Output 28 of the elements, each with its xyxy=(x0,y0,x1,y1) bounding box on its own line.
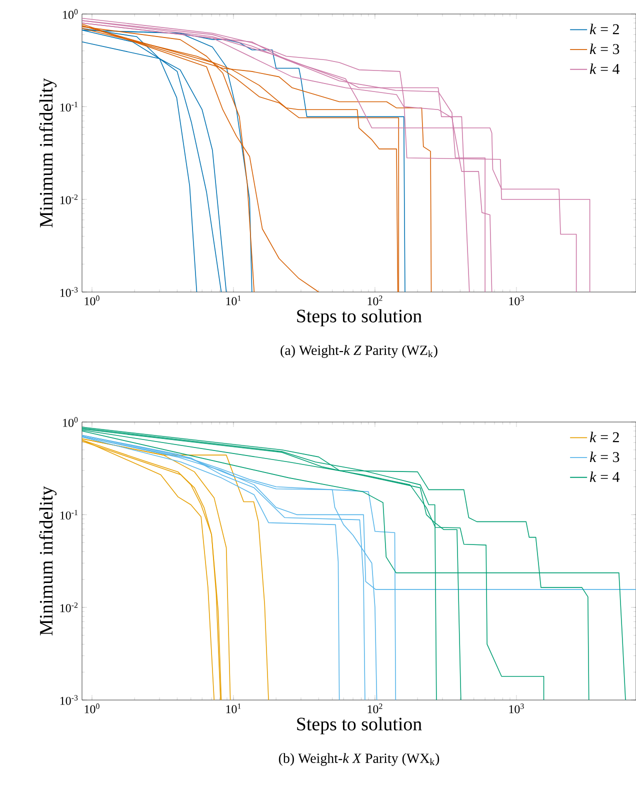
x-tick-label: 10$^{2}$ xyxy=(368,704,382,714)
legend-label: k = 2 xyxy=(590,432,619,442)
legend-label: k = 2 xyxy=(590,24,619,34)
y-tick-label: 10$^{-2}$ xyxy=(60,194,78,204)
x-tick-label: 10$^{1}$ xyxy=(226,296,241,306)
x-tick-label: 10$^{3}$ xyxy=(509,296,524,306)
legend-label: k = 4 xyxy=(590,63,620,74)
x-axis-title: Steps to solution xyxy=(297,717,422,734)
y-tick-label: 10$^{-1}$ xyxy=(60,510,78,520)
x-tick-label: 10$^{1}$ xyxy=(226,704,241,714)
x-axis-title: Steps to solution xyxy=(297,309,422,326)
y-axis-title: Minimum infidelity xyxy=(39,78,56,228)
y-tick-label: 10$^{-3}$ xyxy=(60,287,78,297)
legend-label: k = 3 xyxy=(590,452,620,462)
y-tick-label: 10$^{-2}$ xyxy=(60,602,78,612)
text: (a) Weight-k Z Parity (WZ$_{k}$) xyxy=(280,345,438,358)
y-tick-label: 10$^{0}$ xyxy=(62,9,78,19)
y-axis-title: Minimum infidelity xyxy=(39,486,56,636)
text: (b) Weight-k X Parity (WX$_{k}$) xyxy=(278,753,439,766)
x-tick-label: 10$^{2}$ xyxy=(368,296,382,306)
x-tick-label: 10$^{0}$ xyxy=(84,704,100,714)
x-tick-label: 10$^{3}$ xyxy=(509,704,524,714)
y-tick-label: 10$^{0}$ xyxy=(62,417,78,427)
y-tick-label: 10$^{-3}$ xyxy=(60,695,78,705)
y-tick-label: 10$^{-1}$ xyxy=(60,102,78,112)
x-tick-label: 10$^{0}$ xyxy=(84,296,100,306)
legend-label: k = 3 xyxy=(590,44,620,54)
legend-label: k = 4 xyxy=(590,471,620,482)
